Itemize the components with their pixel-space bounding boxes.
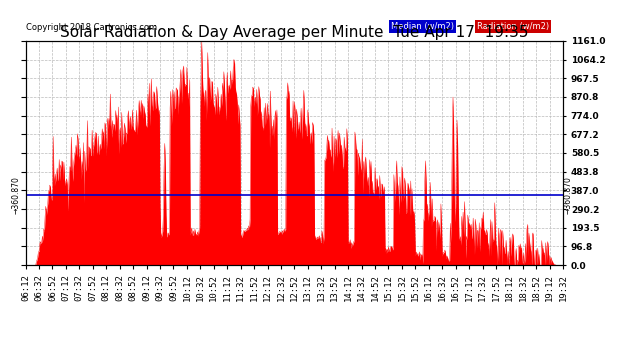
Text: →360.870: →360.870 — [12, 176, 20, 215]
Text: Radiation (w/m2): Radiation (w/m2) — [477, 22, 549, 31]
Text: Copyright 2018 Cartronics.com: Copyright 2018 Cartronics.com — [26, 23, 157, 32]
Text: Median (w/m2): Median (w/m2) — [391, 22, 454, 31]
Title: Solar Radiation & Day Average per Minute  Tue Apr 17  19:35: Solar Radiation & Day Average per Minute… — [60, 24, 529, 40]
Text: →360.870: →360.870 — [563, 176, 572, 215]
